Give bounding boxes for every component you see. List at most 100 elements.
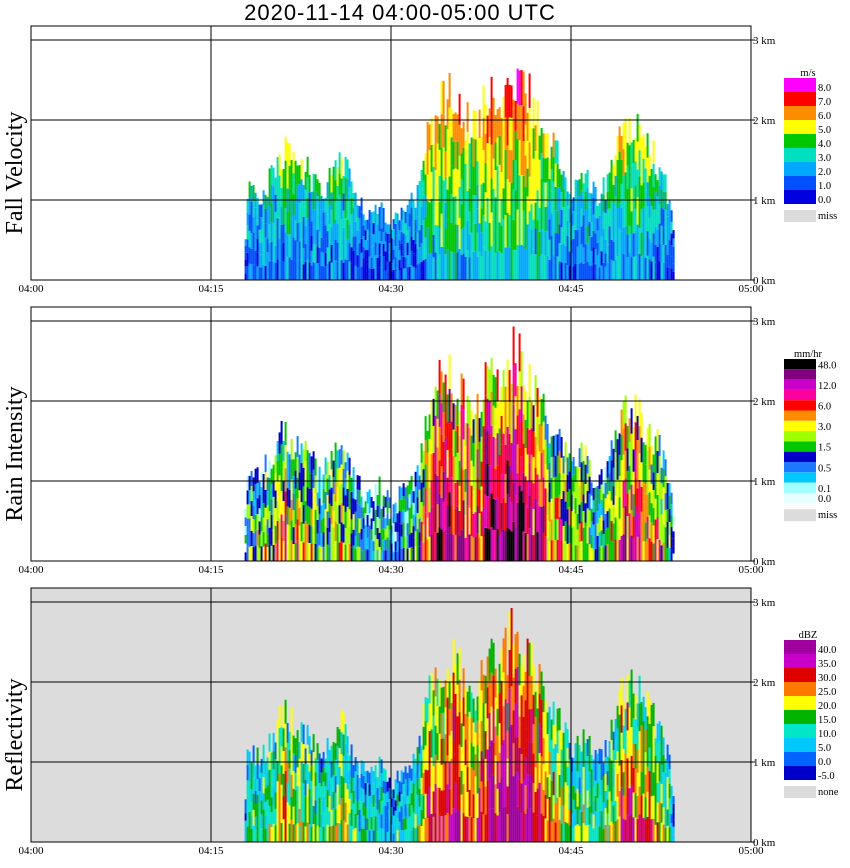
x-tick-label: 04:30 — [378, 845, 404, 857]
colorbar-swatch — [784, 724, 816, 738]
x-tick-label: 04:00 — [18, 564, 44, 576]
y-tick-label: 0 km — [753, 556, 776, 568]
colorbar-swatch — [784, 420, 816, 432]
colorbar-label: 48.0 — [818, 360, 836, 371]
colorbar-swatch — [784, 162, 816, 176]
y-tick-label: 2 km — [753, 396, 776, 408]
x-tick-label: 05:00 — [738, 845, 764, 857]
colorbar-missing-swatch — [784, 210, 816, 222]
y-tick-label: 0 km — [753, 837, 776, 849]
colorbar-missing-swatch — [784, 786, 816, 798]
colorbar-label: 5.0 — [818, 125, 831, 136]
colorbar-missing-label: miss — [818, 211, 837, 222]
panel-reflectivity: 0 km 1 km 2 km 3 km 04:00 04:15 04:30 04:45 05:0… — [2, 587, 839, 857]
colorbar-label: 25.0 — [818, 687, 836, 698]
chart-title: 2020-11-14 04:00-05:00 UTC — [244, 0, 556, 25]
y-tick-label: 1 km — [753, 476, 776, 488]
y-axis-label: Fall Velocity — [2, 112, 28, 235]
colorbar-swatch — [784, 379, 816, 390]
colorbar-missing-swatch — [784, 509, 816, 522]
colorbar-label: 0.0 — [818, 494, 831, 505]
colorbar-label: 1.0 — [818, 181, 831, 192]
colorbar-swatch — [784, 369, 816, 380]
colorbar-swatch — [784, 462, 816, 473]
x-tick-label: 04:15 — [198, 564, 224, 576]
colorbar-label: 0.1 — [818, 484, 831, 495]
colorbar-swatch — [784, 106, 816, 120]
panel-fall-velocity: 0 km 1 km 2 km 3 km 04:00 04:15 04:30 04:45 05:0… — [2, 25, 837, 295]
colorbar-label: 30.0 — [818, 673, 836, 684]
colorbar-unit: dBZ — [799, 630, 818, 641]
colorbar-swatch — [784, 492, 816, 504]
x-tick-label: 04:30 — [378, 283, 404, 295]
colorbar-swatch — [784, 682, 816, 696]
colorbar-missing-label: none — [818, 787, 839, 798]
colorbar-label: 5.0 — [818, 743, 831, 754]
colorbar-swatch — [784, 668, 816, 682]
plot-frame — [30, 25, 752, 281]
colorbar-label: 40.0 — [818, 645, 836, 656]
colorbar-label: 10.0 — [818, 729, 836, 740]
colorbar-swatch — [784, 92, 816, 106]
y-tick-label: 3 km — [753, 35, 776, 47]
x-tick-label: 04:30 — [378, 564, 404, 576]
colorbar-label: 0.0 — [818, 757, 831, 768]
y-axis-label: Reflectivity — [2, 678, 28, 791]
x-tick-label: 04:15 — [198, 283, 224, 295]
colorbar-unit: m/s — [800, 68, 815, 79]
y-tick-label: 1 km — [753, 195, 776, 207]
colorbar-swatch — [784, 120, 816, 134]
colorbar-swatch — [784, 696, 816, 710]
colorbar-label: 3.0 — [818, 422, 831, 433]
colorbar-swatch — [784, 400, 816, 411]
echo-field — [244, 326, 675, 561]
x-tick-label: 04:00 — [18, 845, 44, 857]
colorbar-swatch — [784, 752, 816, 766]
colorbar-label: 20.0 — [818, 701, 836, 712]
colorbar-label: 15.0 — [818, 715, 836, 726]
x-tick-label: 04:15 — [198, 845, 224, 857]
x-tick-label: 04:45 — [558, 283, 584, 295]
colorbar-swatch — [784, 654, 816, 668]
colorbar-label: -5.0 — [818, 771, 835, 782]
colorbar-swatch — [784, 710, 816, 724]
colorbar-swatch — [784, 431, 816, 442]
colorbar-label: 0.0 — [818, 195, 831, 206]
x-tick-label: 04:00 — [18, 283, 44, 295]
colorbar-label: 2.0 — [818, 167, 831, 178]
colorbar-label: 1.5 — [818, 443, 831, 454]
colorbar-swatch — [784, 766, 816, 780]
colorbar-swatch — [784, 134, 816, 148]
colorbar-label: 6.0 — [818, 402, 831, 413]
colorbar-label: 3.0 — [818, 153, 831, 164]
panel-rain-intensity: 0 km 1 km 2 km 3 km 04:00 04:15 04:30 04:45 05:0… — [2, 306, 837, 576]
y-tick-label: 2 km — [753, 677, 776, 689]
colorbar-label: 4.0 — [818, 139, 831, 150]
y-axis-label: Rain Intensity — [2, 386, 28, 521]
y-tick-label: 3 km — [753, 597, 776, 609]
colorbar-label: 7.0 — [818, 97, 831, 108]
colorbar-swatch — [784, 640, 816, 654]
colorbar: m/s8.0 7.0 6.0 5.0 4.0 3.0 2.0 1.0 0.0 miss — [784, 68, 837, 222]
colorbar-swatch — [784, 738, 816, 752]
y-tick-label: 1 km — [753, 757, 776, 769]
echo-field — [244, 608, 675, 842]
colorbar-swatch — [784, 451, 816, 462]
colorbar-unit: mm/hr — [794, 349, 823, 360]
colorbar-label: 35.0 — [818, 659, 836, 670]
x-tick-label: 04:45 — [558, 564, 584, 576]
colorbar-label: 8.0 — [818, 83, 831, 94]
colorbar-label: 12.0 — [818, 381, 836, 392]
colorbar-swatch — [784, 359, 816, 370]
plot-frame — [30, 587, 752, 843]
colorbar-swatch — [784, 148, 816, 162]
x-tick-label: 04:45 — [558, 845, 584, 857]
plot-frame — [30, 306, 752, 562]
x-tick-label: 05:00 — [738, 283, 764, 295]
colorbar-swatch — [784, 190, 816, 204]
colorbar-swatch — [784, 389, 816, 401]
x-tick-label: 05:00 — [738, 564, 764, 576]
colorbar-swatch — [784, 176, 816, 190]
